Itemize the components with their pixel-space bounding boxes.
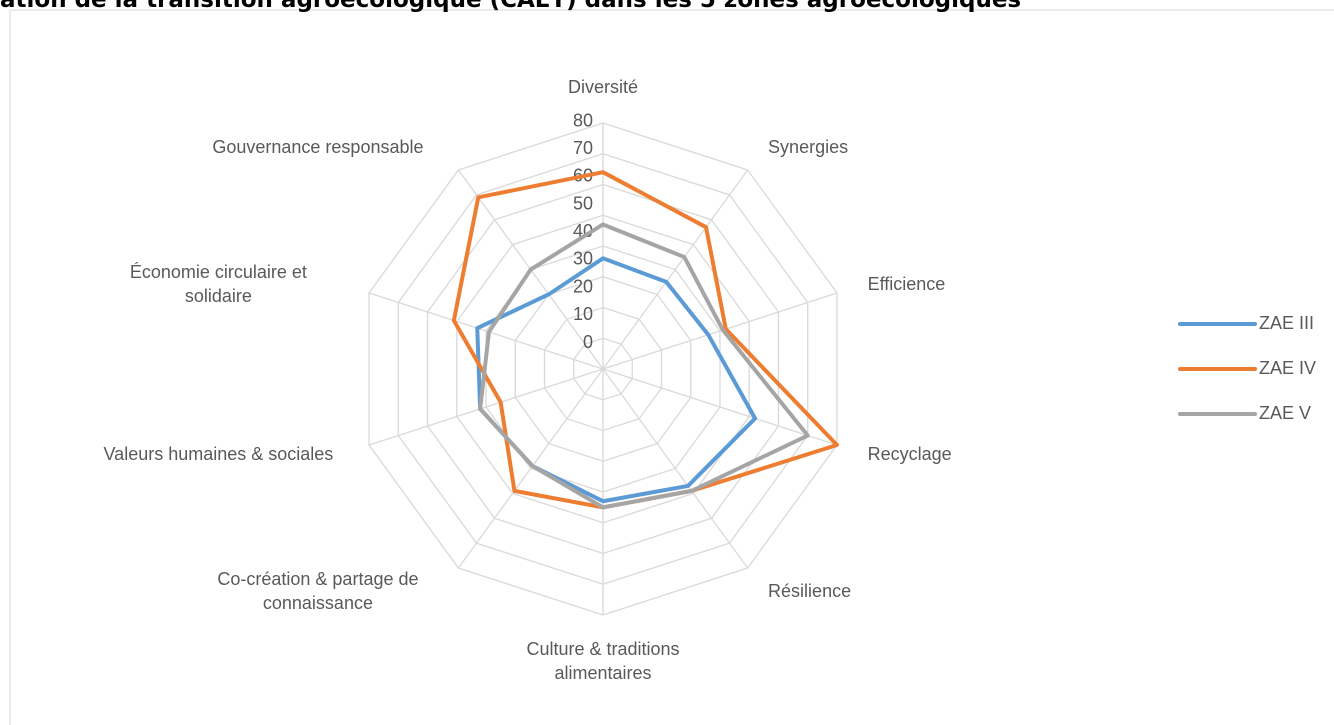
series-line [478, 222, 810, 510]
category-label: Diversité [567, 77, 638, 97]
tick-label: 20 [573, 276, 593, 296]
spoke [602, 292, 838, 370]
category-label: Valeurs humaines & sociales [103, 443, 334, 464]
category-label: Économie circulaire et solidaire [129, 262, 307, 307]
tick-label: 0 [583, 332, 593, 352]
legend-label: ZAE III [1259, 313, 1314, 333]
spoke [602, 368, 838, 446]
tick-label: 50 [573, 193, 593, 213]
category-label: Recyclage [867, 443, 952, 464]
category-label: Culture & traditions alimentaires [526, 639, 680, 683]
tick-label: 10 [573, 304, 593, 324]
spoke [368, 368, 604, 446]
category-label: Co-création & partage de connaissance [217, 568, 419, 613]
category-label: Gouvernance responsable [212, 137, 424, 158]
category-label: Résilience [768, 580, 852, 601]
chart-title: ation de la transition agroécologique (C… [0, 0, 1022, 13]
spoke [457, 368, 604, 569]
legend-label: ZAE V [1259, 403, 1311, 423]
spoke [602, 169, 749, 370]
legend-label: ZAE IV [1259, 358, 1316, 378]
category-label: Synergies [768, 137, 849, 158]
tick-label: 30 [573, 249, 593, 269]
category-label: Efficience [867, 274, 946, 295]
tick-label: 70 [573, 138, 593, 158]
tick-label: 80 [573, 110, 593, 130]
spoke [368, 292, 604, 370]
spoke [602, 368, 749, 569]
